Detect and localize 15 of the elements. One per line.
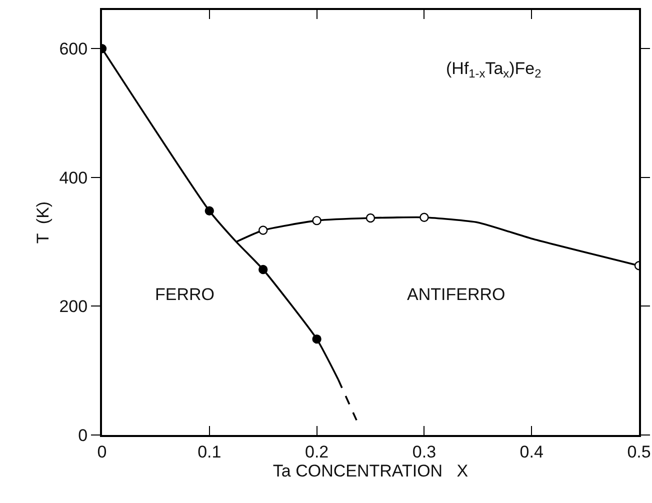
x-tick-label: 0.3: [412, 442, 436, 462]
y-axis-title: T (K): [33, 201, 52, 244]
x-tick-label: 0.5: [627, 442, 651, 462]
y-tick-label: 400: [59, 168, 88, 188]
annotation: (Hf$_{1-x}$Ta$_{x}$)Fe$_{2}$: [446, 59, 542, 81]
y-tick-label: 0: [78, 426, 88, 445]
x-tick-label: 0: [97, 442, 107, 462]
y-tick-label: 600: [59, 40, 88, 59]
x-tick-label: 0.2: [304, 442, 329, 462]
y-tick-label: 200: [59, 297, 88, 316]
x-axis-title: Ta CONCENTRATION X: [272, 461, 468, 480]
x-tick-label: 0.1: [198, 442, 222, 462]
annotation: ANTIFERRO: [407, 285, 506, 304]
x-tick-label: 0.4: [520, 442, 544, 462]
annotation: FERRO: [155, 285, 214, 304]
